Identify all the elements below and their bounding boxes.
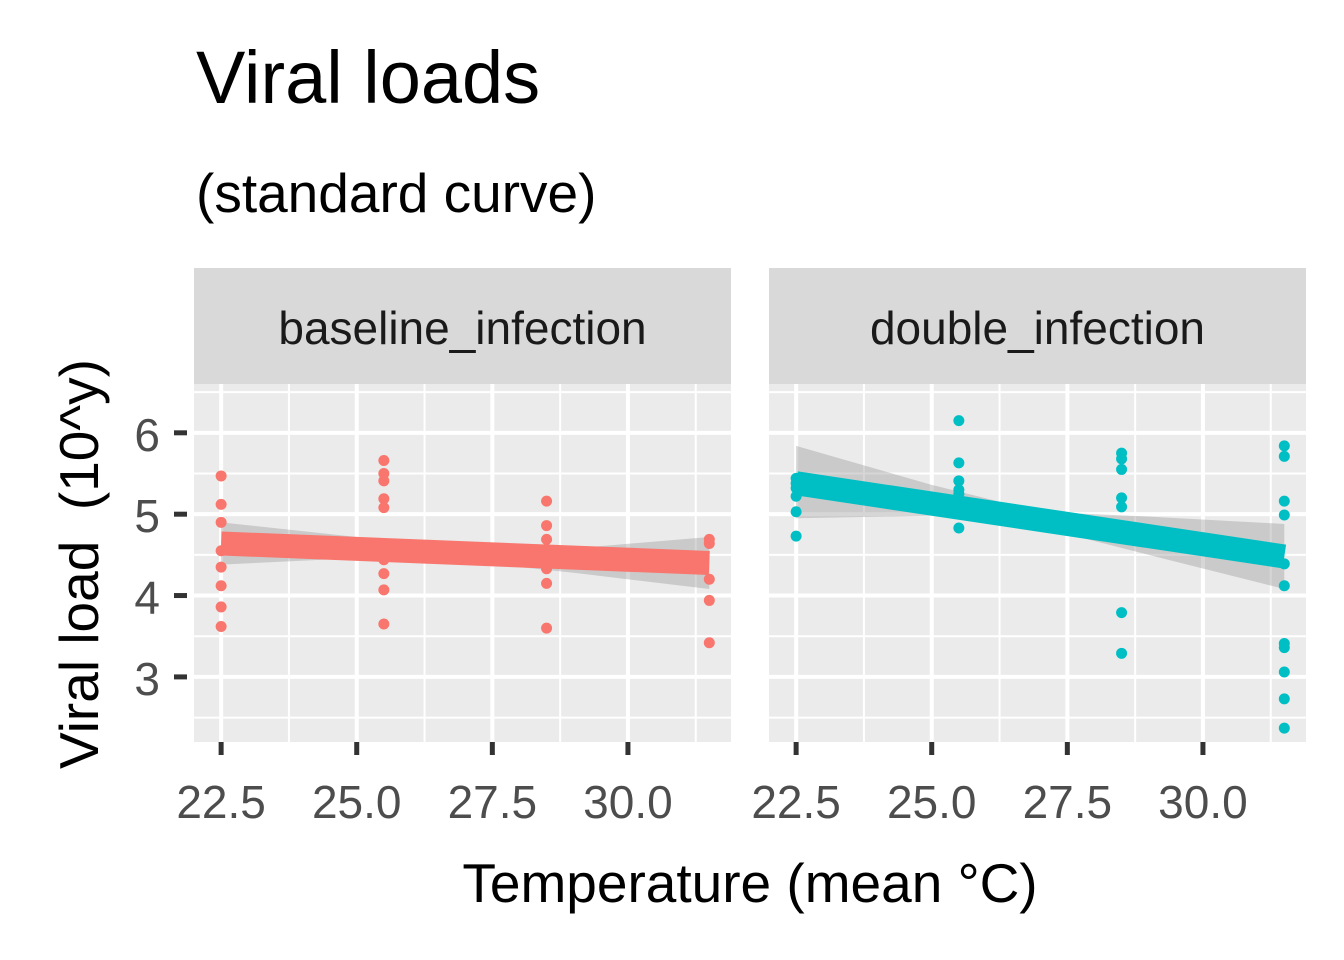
x-tick-label: 27.5 bbox=[448, 776, 538, 828]
chart-subtitle: (standard curve) bbox=[196, 162, 596, 224]
data-point bbox=[541, 495, 553, 507]
data-point bbox=[953, 457, 965, 469]
data-point bbox=[215, 580, 227, 592]
data-point bbox=[1278, 509, 1290, 521]
regression-line bbox=[220, 531, 710, 575]
facet-panel-baseline_infection: baseline_infection 22.5 25.0 27.5 30.0 bbox=[176, 268, 731, 828]
data-point bbox=[1116, 492, 1128, 504]
data-point bbox=[541, 622, 553, 634]
data-point bbox=[215, 516, 227, 528]
data-point bbox=[378, 475, 390, 487]
data-point bbox=[1278, 495, 1290, 507]
y-tick-label: 3 bbox=[134, 653, 160, 705]
y-tick-label: 4 bbox=[134, 572, 160, 624]
data-point bbox=[378, 502, 390, 514]
data-point bbox=[953, 415, 965, 427]
data-point bbox=[1278, 693, 1290, 705]
data-point bbox=[215, 620, 227, 632]
x-tick-label: 22.5 bbox=[751, 776, 841, 828]
data-point bbox=[703, 637, 715, 649]
x-axis-label: Temperature (mean °C) bbox=[462, 852, 1037, 914]
data-point bbox=[215, 470, 227, 482]
x-tick-label: 22.5 bbox=[176, 776, 266, 828]
data-point bbox=[378, 493, 390, 505]
y-tick-label: 6 bbox=[134, 409, 160, 461]
data-point bbox=[215, 498, 227, 510]
data-point bbox=[1116, 453, 1128, 465]
data-point bbox=[215, 561, 227, 573]
data-point bbox=[378, 568, 390, 580]
data-point bbox=[953, 475, 965, 487]
data-point bbox=[703, 573, 715, 585]
y-axis-label: Viral load (10^y) bbox=[48, 359, 110, 769]
data-point bbox=[953, 522, 965, 534]
data-point bbox=[378, 454, 390, 466]
data-point bbox=[378, 584, 390, 596]
data-point bbox=[1278, 722, 1290, 734]
chart-title: Viral loads bbox=[196, 36, 540, 119]
data-point bbox=[541, 577, 553, 589]
data-point bbox=[1116, 463, 1128, 475]
data-point bbox=[1278, 450, 1290, 462]
x-tick-label: 25.0 bbox=[887, 776, 977, 828]
y-tick-label: 5 bbox=[134, 490, 160, 542]
data-point bbox=[703, 594, 715, 606]
x-tick-label: 30.0 bbox=[583, 776, 673, 828]
data-point bbox=[1116, 647, 1128, 659]
regression-line bbox=[794, 471, 1287, 569]
y-axis: 3 4 5 6 bbox=[134, 409, 187, 705]
facet-strip bbox=[194, 268, 731, 384]
data-point bbox=[541, 520, 553, 532]
data-point bbox=[1116, 607, 1128, 619]
data-point bbox=[790, 506, 802, 518]
facet-panel-double_infection: double_infection 22.5 25.0 27.5 30.0 bbox=[751, 268, 1306, 828]
data-point bbox=[541, 533, 553, 545]
facet-strip-label: double_infection bbox=[870, 302, 1205, 354]
data-point bbox=[1278, 666, 1290, 678]
x-tick-label: 25.0 bbox=[312, 776, 402, 828]
x-tick-label: 27.5 bbox=[1023, 776, 1113, 828]
x-tick-label: 30.0 bbox=[1158, 776, 1248, 828]
panel-background bbox=[769, 384, 1306, 742]
data-point bbox=[1278, 440, 1290, 452]
data-point bbox=[1116, 501, 1128, 513]
facet-strip bbox=[769, 268, 1306, 384]
data-point bbox=[790, 530, 802, 542]
data-point bbox=[378, 618, 390, 630]
data-point bbox=[1278, 580, 1290, 592]
data-point bbox=[703, 537, 715, 549]
facet-strip-label: baseline_infection bbox=[278, 302, 646, 354]
data-point bbox=[1278, 642, 1290, 654]
data-point bbox=[215, 601, 227, 613]
